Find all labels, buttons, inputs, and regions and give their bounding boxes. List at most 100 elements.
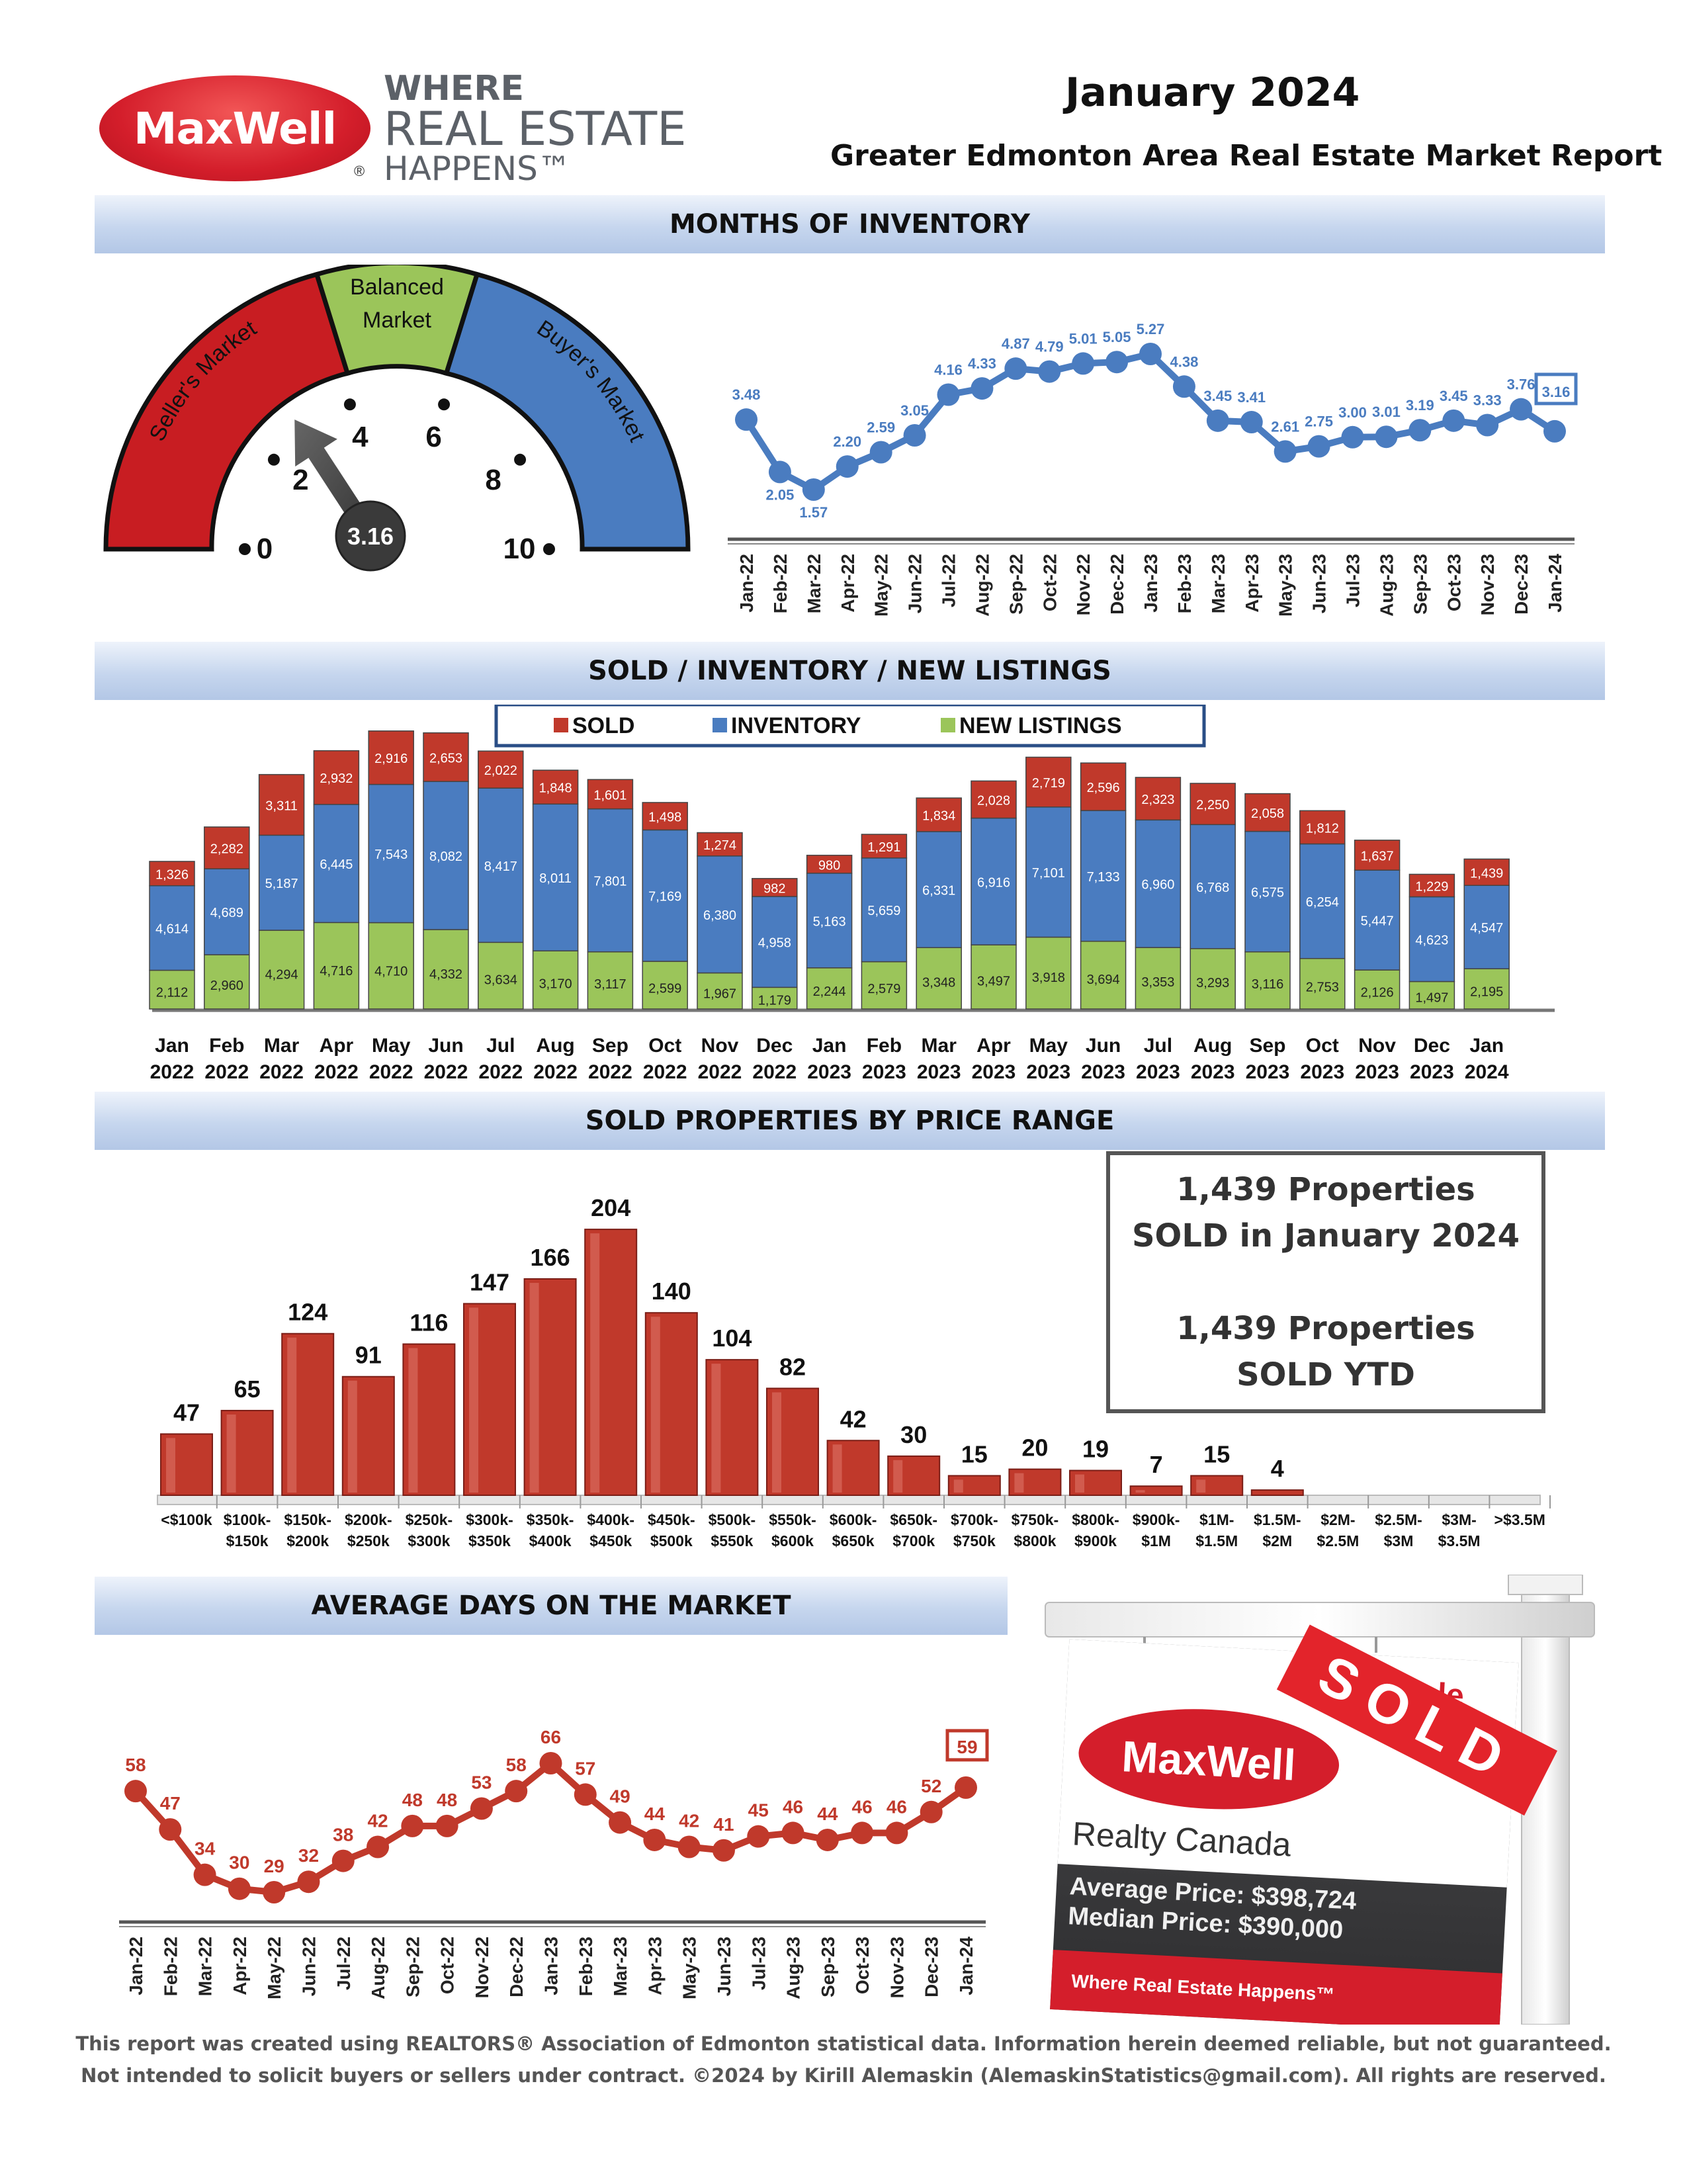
data-label: 44 [817,1804,838,1824]
x-tick-label: 2023 [1191,1061,1235,1083]
data-label: 45 [748,1800,769,1821]
report-subtitle: Greater Edmonton Area Real Estate Market… [830,139,1663,173]
x-tick-label: 2022 [314,1061,359,1083]
x-tick-label: $1.5M [1195,1532,1238,1550]
x-tick-label: Jul-22 [939,554,959,607]
data-point [836,455,859,478]
legend-swatch [941,718,955,732]
data-label: 57 [575,1758,595,1778]
data-label: 58 [125,1755,146,1775]
sold-banner [1276,1624,1558,1816]
data-point [1543,419,1566,443]
gauge-tick-dot [239,543,251,555]
bar-segment [1244,830,1291,953]
x-tick-label: Jan-24 [956,1937,976,1995]
x-tick-label: $100k- [224,1511,271,1528]
sign-logo-oval [1074,1705,1343,1813]
bar-label: 8,417 [484,859,517,874]
bar-segment [1190,783,1236,826]
x-tick-label: Dec [1414,1035,1450,1057]
data-label: 3.45 [1440,388,1468,404]
x-tick-label: Jun-23 [1309,554,1330,613]
bar-segment [478,941,524,1010]
bar-segment [642,802,688,831]
data-point [851,1821,874,1845]
bar-label: 1,497 [1415,990,1448,1005]
bar-label: 3,918 [1032,971,1065,985]
x-tick-label: Jul-22 [333,1937,354,1990]
bar-label: 3,311 [265,799,298,814]
x-tick-label: Aug-22 [368,1937,388,1999]
bar-label: 3,694 [1087,973,1120,987]
x-tick-label: May-22 [264,1937,284,1999]
x-axis-floor [157,1495,1541,1505]
data-point [1307,435,1330,458]
bar-label: 5,187 [265,877,298,891]
bar-label: 140 [652,1278,691,1305]
x-tick-label: Aug-23 [1376,554,1397,617]
data-point [1206,409,1229,432]
bar-segment [1025,756,1072,808]
x-tick-label: Sep [1249,1035,1285,1057]
bar-label: 2,719 [1032,776,1065,791]
data-label-highlight [1534,372,1578,406]
gauge-tick-dot [438,398,451,411]
data-label: 58 [506,1755,527,1775]
data-point [1274,440,1297,463]
bar-label: 1,848 [539,781,572,796]
bar-label: 3,117 [594,977,627,992]
x-tick-label: Mar-23 [1208,554,1229,613]
banner-months-of-inventory: MONTHS OF INVENTORY [95,195,1605,253]
gauge-tick-dot [514,453,527,466]
x-tick-label: Dec [756,1035,793,1057]
bar-label: 6,960 [1141,878,1174,893]
banner-price-range: SOLD PROPERTIES BY PRICE RANGE [95,1092,1605,1150]
bar-segment [1244,951,1291,1010]
x-tick-label: 2022 [204,1061,249,1083]
data-label: 46 [783,1796,803,1817]
bar-label: 6,331 [922,884,955,898]
x-tick-label: $600k- [830,1511,877,1528]
bar-label: 2,960 [210,979,243,993]
bar-segment [313,750,360,805]
data-point [1476,414,1499,437]
data-label: 46 [887,1796,907,1817]
gauge-tick-dot [543,543,555,555]
logo-oval: MaxWell [99,75,370,181]
bar-segment [1135,777,1182,821]
gauge-tick-label: 10 [503,533,536,565]
bar-label: 2,058 [1251,807,1284,821]
bar-label: 1,274 [703,838,736,853]
footer-line-1: This report was created using REALTORS® … [75,2032,1612,2055]
bar-label: 166 [531,1244,570,1271]
bar-label: 5,447 [1361,914,1394,929]
bar-label: 4,547 [1470,921,1503,936]
bar-label: 3,170 [539,977,572,991]
x-tick-label: Nov-23 [1477,554,1498,615]
bar-label: 1,326 [155,867,189,882]
x-tick-label: $400k- [587,1511,634,1528]
x-tick-label: Nov-23 [887,1937,907,1998]
bar-segment [1080,762,1127,811]
data-label: 4.87 [1002,335,1030,352]
bar-label: 2,022 [484,764,517,778]
x-tick-label: May-22 [871,554,892,617]
bar-label: 204 [591,1194,630,1221]
x-tick-label: Jan-23 [1141,554,1161,613]
data-point [159,1818,182,1841]
legend-label: NEW LISTINGS [959,713,1122,738]
data-point [401,1814,424,1837]
bar-segment [1463,858,1510,886]
x-tick-label: May [372,1035,411,1057]
x-tick-label: Aug [536,1035,574,1057]
sold-inventory-listings-chart: SOLD INVENTORY NEW LISTINGS 2,112 4,614 1,326… [149,705,1555,1083]
x-tick-label: Feb-22 [160,1937,181,1996]
bar-segment [478,750,524,789]
bar-label: 104 [712,1325,752,1352]
data-point [816,1828,839,1851]
x-tick-label: Feb-22 [770,554,791,613]
data-label: 2.75 [1305,414,1333,430]
bar-label: 6,916 [977,875,1010,890]
bar-segment [806,873,853,969]
x-tick-label: Feb-23 [576,1937,596,1996]
